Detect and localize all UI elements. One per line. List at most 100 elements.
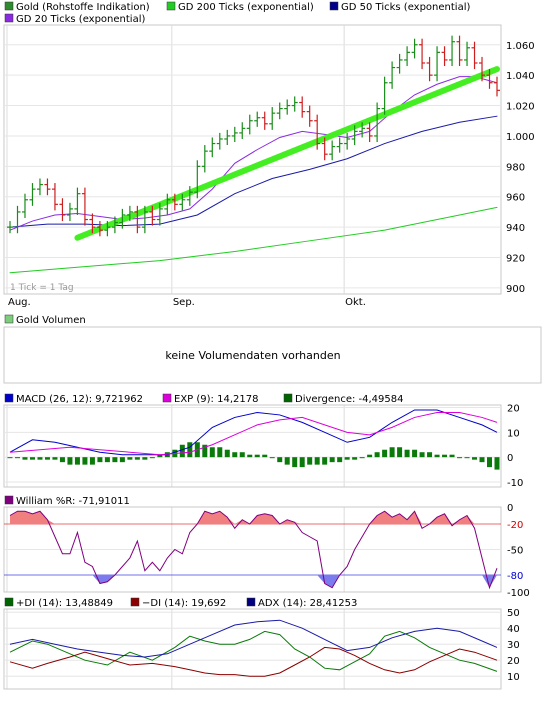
macd-line bbox=[9, 409, 498, 456]
divergence-bar-1 bbox=[14, 457, 20, 459]
main-y-tick-1000: 1.000 bbox=[506, 132, 535, 143]
divergence-bar-61 bbox=[464, 457, 470, 459]
dmi-frame bbox=[3, 608, 502, 690]
main-y-tick-1040: 1.040 bbox=[506, 71, 535, 82]
macd-y-tick-20: 20 bbox=[507, 403, 520, 414]
legend-swatch-gd20 bbox=[4, 13, 14, 23]
divergence-bar-7 bbox=[59, 457, 65, 463]
divergence-bar-3 bbox=[29, 457, 35, 460]
macd-legend: MACD (26, 12): 9,721962 EXP (9): 14,2178… bbox=[4, 393, 403, 405]
william-y-tick-50: -50 bbox=[507, 546, 523, 557]
legend-swatch-divergence bbox=[283, 393, 293, 403]
divergence-bar-23 bbox=[179, 444, 185, 458]
dmi-y-tick-50: 50 bbox=[507, 608, 520, 619]
divergence-bar-16 bbox=[127, 457, 133, 460]
divergence-bar-38 bbox=[292, 457, 298, 468]
exp-line bbox=[9, 411, 498, 456]
legend-swatch-exp bbox=[162, 393, 172, 403]
tick-note: 1 Tick = 1 Tag bbox=[10, 283, 74, 293]
divergence-bar-59 bbox=[449, 454, 455, 458]
plus-di-legend-label: +DI (14): 13,48849 bbox=[16, 598, 113, 609]
divergence-bar-19 bbox=[149, 457, 155, 459]
divergence-bar-55 bbox=[419, 452, 425, 458]
divergence-bar-30 bbox=[232, 452, 238, 458]
divergence-bar-6 bbox=[52, 457, 58, 460]
main-legend: Gold (Rohstoffe Indikation) GD 200 Ticks… bbox=[4, 1, 470, 25]
dmi-y-tick-40: 40 bbox=[507, 624, 520, 635]
legend-swatch-william bbox=[4, 495, 14, 505]
macd-y-axis: 20 10 0 -10 bbox=[507, 403, 523, 489]
macd-divergence-bars bbox=[7, 442, 500, 470]
macd-series bbox=[9, 409, 498, 456]
legend-swatch-minus-di bbox=[130, 597, 140, 607]
divergence-bar-58 bbox=[442, 454, 448, 458]
divergence-bar-9 bbox=[74, 457, 80, 465]
legend-gd50-label: GD 50 Ticks (exponential) bbox=[341, 2, 470, 13]
x-label-sep: Sep. bbox=[173, 297, 195, 308]
macd-legend-label: MACD (26, 12): 9,721962 bbox=[16, 394, 143, 405]
divergence-bar-5 bbox=[44, 457, 50, 460]
divergence-bar-32 bbox=[247, 454, 253, 458]
william-y-tick-100: -100 bbox=[507, 588, 530, 599]
divergence-bar-60 bbox=[457, 457, 463, 459]
divergence-bar-41 bbox=[314, 457, 320, 465]
divergence-bar-27 bbox=[209, 447, 215, 458]
x-label-okt: Okt. bbox=[345, 297, 366, 308]
dmi-y-axis: 50 40 30 20 10 bbox=[507, 608, 520, 683]
divergence-bar-18 bbox=[142, 457, 148, 460]
minus-di-legend-label: −DI (14): 19,692 bbox=[142, 598, 226, 609]
divergence-bar-35 bbox=[269, 457, 275, 459]
divergence-bar-24 bbox=[187, 442, 193, 458]
legend-swatch-gd200 bbox=[166, 1, 176, 11]
legend-gd20-label: GD 20 Ticks (exponential) bbox=[16, 14, 145, 25]
divergence-bar-42 bbox=[322, 457, 328, 465]
legend-swatch-adx bbox=[246, 597, 256, 607]
divergence-bar-57 bbox=[434, 454, 440, 458]
main-y-tick-940: 940 bbox=[506, 223, 525, 234]
divergence-bar-20 bbox=[157, 454, 163, 458]
main-y-tick-1060: 1.060 bbox=[506, 41, 535, 52]
macd-y-tick-10: 10 bbox=[507, 428, 520, 439]
divergence-bar-40 bbox=[307, 457, 313, 465]
dmi-grid bbox=[4, 611, 501, 677]
dmi-series bbox=[9, 619, 498, 677]
divergence-bar-31 bbox=[239, 452, 245, 458]
divergence-bar-8 bbox=[67, 457, 73, 465]
legend-swatch-plus-di bbox=[4, 597, 14, 607]
divergence-bar-12 bbox=[97, 457, 103, 463]
legend-gd200-label: GD 200 Ticks (exponential) bbox=[178, 2, 314, 13]
divergence-bar-65 bbox=[494, 457, 500, 470]
divergence-bar-13 bbox=[104, 457, 110, 463]
william-legend-label: William %R: -71,91011 bbox=[16, 496, 130, 507]
main-y-tick-980: 980 bbox=[506, 162, 525, 173]
william-series bbox=[9, 510, 498, 590]
legend-swatch-volume bbox=[4, 314, 14, 324]
x-label-aug: Aug. bbox=[8, 297, 31, 308]
macd-frame bbox=[3, 404, 502, 488]
divergence-bar-17 bbox=[134, 457, 140, 460]
divergence-bar-10 bbox=[82, 457, 88, 465]
macd-y-tick--10: -10 bbox=[507, 478, 523, 489]
plus-di-line bbox=[9, 630, 498, 672]
william-y-tick-0: 0 bbox=[507, 503, 513, 514]
dmi-y-tick-30: 30 bbox=[507, 640, 520, 651]
volume-legend-label: Gold Volumen bbox=[16, 315, 86, 326]
divergence-bar-56 bbox=[427, 452, 433, 458]
main-y-tick-960: 960 bbox=[506, 193, 525, 204]
divergence-bar-49 bbox=[374, 452, 380, 458]
divergence-bar-43 bbox=[329, 457, 335, 463]
divergence-bar-36 bbox=[277, 457, 283, 463]
divergence-bar-34 bbox=[262, 454, 268, 458]
dmi-y-tick-20: 20 bbox=[507, 656, 520, 667]
divergence-bar-63 bbox=[479, 457, 485, 463]
main-y-tick-900: 900 bbox=[506, 284, 525, 295]
divergence-bar-39 bbox=[299, 457, 305, 468]
adx-legend-label: ADX (14): 28,41253 bbox=[258, 598, 357, 609]
william-overbought-fill bbox=[10, 511, 497, 524]
divergence-bar-46 bbox=[352, 457, 358, 460]
divergence-bar-29 bbox=[224, 449, 230, 458]
volume-frame bbox=[3, 326, 542, 384]
divergence-bar-2 bbox=[22, 457, 28, 460]
volume-message: keine Volumendaten vorhanden bbox=[165, 349, 340, 362]
